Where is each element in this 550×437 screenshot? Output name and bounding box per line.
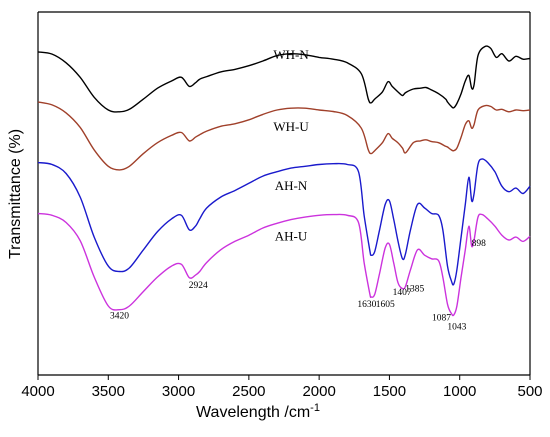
series-label-wh-u: WH-U: [273, 119, 309, 134]
series-label-wh-n: WH-N: [273, 47, 309, 62]
peak-label-1407: 1407: [393, 288, 412, 298]
series-group: [37, 45, 531, 317]
x-ticks: 4000 3500 3000 2500 2000 1500 1000 500: [21, 375, 543, 400]
series-line-ah-n: [37, 158, 531, 286]
x-tick-label-2000: 2000: [302, 383, 335, 400]
series-line-wh-u: [37, 101, 531, 171]
plot-frame: [37, 11, 531, 376]
x-tick-label-500: 500: [517, 383, 542, 400]
peak-label-1605: 1605: [376, 300, 395, 310]
series-label-ah-n: AH-N: [275, 178, 308, 193]
x-axis-title-superscript: -1: [310, 402, 320, 414]
peak-label-3420: 3420: [110, 312, 129, 322]
peak-label-1043: 1043: [447, 323, 466, 333]
x-tick-label-1500: 1500: [373, 383, 406, 400]
peak-label-898: 898: [472, 239, 487, 249]
series-label-group: WH-N WH-U AH-N AH-U: [273, 47, 309, 244]
peak-label-1385: 1385: [405, 285, 424, 295]
x-tick-label-3500: 3500: [92, 383, 125, 400]
series-line-ah-u: [37, 212, 531, 317]
x-tick-label-3000: 3000: [162, 383, 195, 400]
series-label-ah-u: AH-U: [275, 229, 308, 244]
x-tick-label-1000: 1000: [443, 383, 476, 400]
peak-label-2924: 2924: [189, 281, 208, 291]
peak-label-1630: 1630: [357, 300, 376, 310]
x-tick-label-2500: 2500: [232, 383, 265, 400]
x-tick-label-4000: 4000: [21, 383, 54, 400]
series-line-wh-n: [37, 45, 531, 113]
x-axis-title: Wavelength /cm-1: [196, 402, 320, 421]
peak-label-1087: 1087: [432, 314, 451, 324]
y-axis-title: Transmittance (%): [7, 129, 24, 259]
